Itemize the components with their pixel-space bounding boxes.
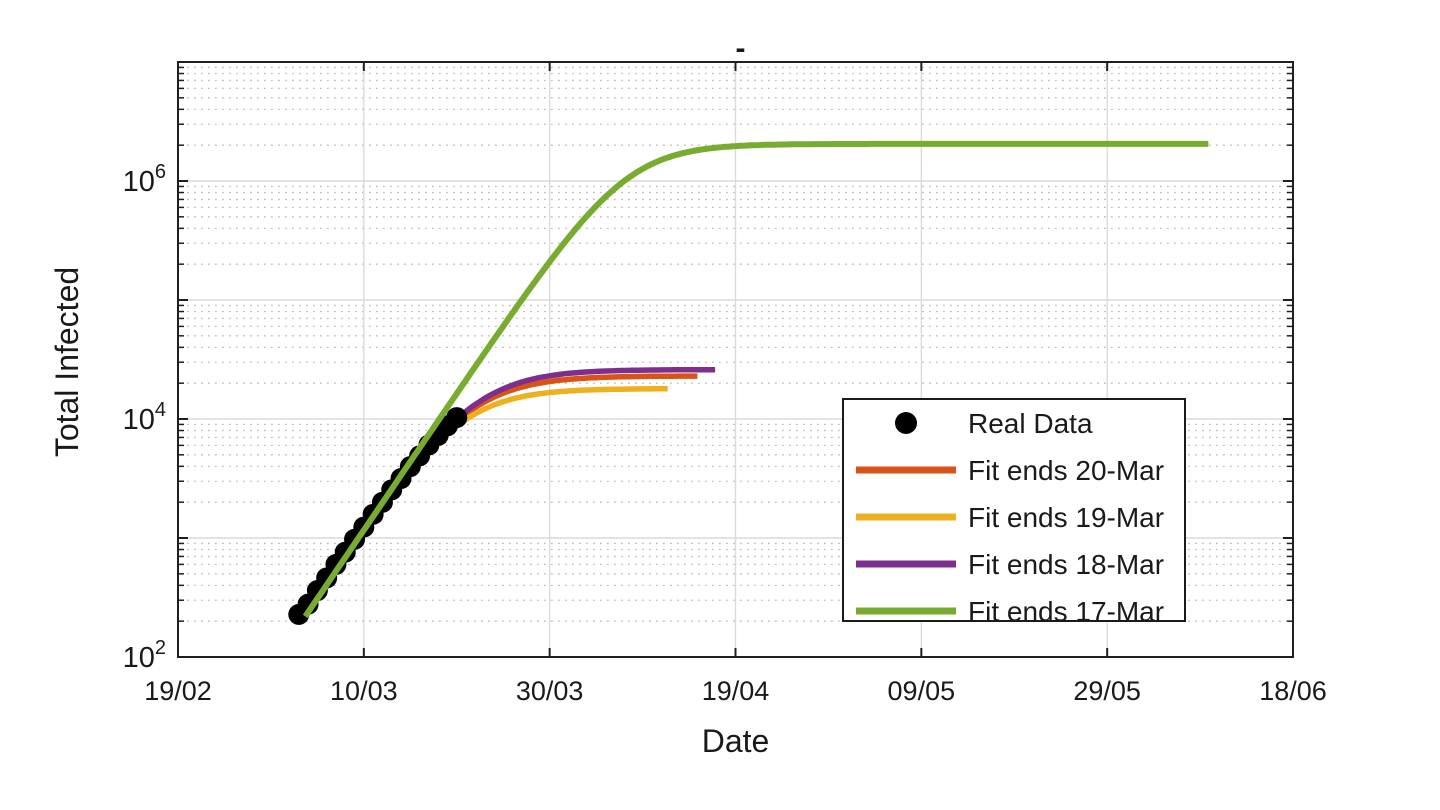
- y-tick-label-1e6: 106: [123, 161, 166, 198]
- legend-label: Fit ends 18-Mar: [968, 549, 1164, 580]
- legend-entry-real-data: Real Data: [895, 408, 1093, 439]
- axis-ticks: [177, 61, 1294, 658]
- x-tick-label-3: 19/04: [702, 676, 770, 706]
- legend-box: [842, 398, 1186, 622]
- plot-border: [177, 61, 1294, 658]
- legend-label: Fit ends 17-Mar: [968, 596, 1164, 627]
- x-tick-label-5: 29/05: [1073, 676, 1141, 706]
- x-tick-label-0: 19/02: [144, 676, 212, 706]
- y-tick-label-1e2: 102: [123, 637, 166, 674]
- legend-entry-fit-ends-17-mar: Fit ends 17-Mar: [856, 596, 1164, 627]
- legend-entry-fit-ends-19-mar: Fit ends 19-Mar: [856, 502, 1164, 533]
- legend-entry-fit-ends-20-mar: Fit ends 20-Mar: [856, 455, 1164, 486]
- x-tick-label-1: 10/03: [330, 676, 398, 706]
- y-tick-label-1e4: 104: [123, 399, 166, 436]
- legend-label: Fit ends 20-Mar: [968, 455, 1164, 486]
- legend-entry-fit-ends-18-mar: Fit ends 18-Mar: [856, 549, 1164, 580]
- legend-dot-marker: [895, 412, 917, 434]
- legend-label: Fit ends 19-Mar: [968, 502, 1164, 533]
- axis-minor-ticks: [179, 66, 1292, 622]
- x-tick-label-4: 09/05: [888, 676, 956, 706]
- title-mark: -: [736, 32, 746, 65]
- legend-label: Real Data: [968, 408, 1093, 439]
- data-point: [446, 407, 468, 429]
- legend: Real Data Fit ends 20-Mar Fit ends 19-Mar F…: [842, 398, 1186, 627]
- x-axis-label: Date: [702, 723, 770, 759]
- series-fit-ends-17-mar: [302, 140, 1209, 619]
- y-axis-label: Total Infected: [49, 267, 85, 457]
- x-tick-label-2: 30/03: [516, 676, 584, 706]
- x-tick-label-6: 18/06: [1259, 676, 1327, 706]
